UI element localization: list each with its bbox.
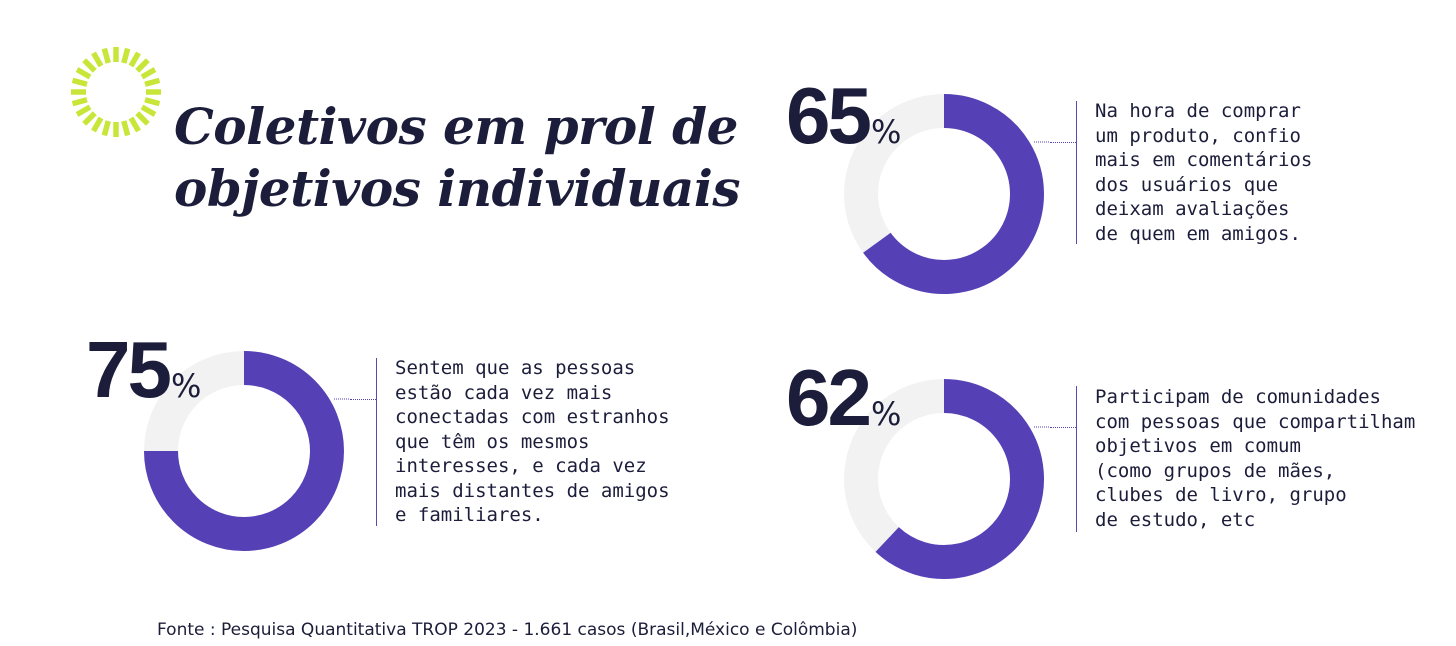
sunburst-ray <box>140 104 157 117</box>
percent-sign: % <box>870 113 902 151</box>
sunburst-ray <box>135 111 150 126</box>
donut-chart-75 <box>144 351 350 551</box>
percentage-value: 75 <box>86 325 172 414</box>
percentage-label-65: 65% <box>786 76 901 156</box>
donut-chart-62 <box>844 379 1050 579</box>
percent-sign: % <box>870 395 902 433</box>
title-line-2: objetivos individuais <box>174 159 740 218</box>
title-line-1: Coletivos em prol de <box>174 97 738 156</box>
leader-line-ext <box>1050 427 1076 428</box>
percent-sign: % <box>170 367 202 405</box>
sunburst-ray <box>144 77 161 87</box>
sunburst-ray <box>128 116 141 133</box>
sunburst-icon <box>71 47 161 137</box>
divider-line <box>376 358 377 526</box>
page-title: Coletivos em prol de objetivos individua… <box>174 96 740 220</box>
sunburst-ray <box>91 51 104 68</box>
description-text-65: Na hora de comprar um produto, confio ma… <box>1095 100 1313 245</box>
source-note: Fonte : Pesquisa Quantitativa TROP 2023 … <box>157 620 858 640</box>
percentage-value: 62 <box>786 353 872 442</box>
divider-line <box>1076 101 1077 244</box>
donut-value-arc <box>144 351 344 551</box>
leader-line-ext <box>350 399 376 400</box>
sunburst-ray <box>128 51 141 68</box>
sunburst-ray <box>135 58 150 73</box>
sunburst-ray <box>101 47 111 64</box>
sunburst-ray <box>140 67 157 80</box>
sunburst-ray <box>82 58 97 73</box>
sunburst-ray <box>121 120 131 137</box>
donut-chart-65 <box>844 94 1050 294</box>
leader-line-ext <box>1050 142 1076 143</box>
sunburst-ray <box>101 120 111 137</box>
donut-value-arc <box>863 94 1044 294</box>
description-text-75: Sentem que as pessoas estão cada vez mai… <box>395 357 670 526</box>
percentage-label-75: 75% <box>86 330 201 410</box>
sunburst-ray <box>91 116 104 133</box>
percentage-label-62: 62% <box>786 358 901 438</box>
sunburst-ray <box>144 97 161 107</box>
donut-value-arc <box>875 379 1044 579</box>
sunburst-ray <box>75 104 92 117</box>
description-text-62: Participam de comunidades com pessoas qu… <box>1095 386 1416 531</box>
sunburst-ray <box>71 77 88 87</box>
divider-line <box>1076 386 1077 532</box>
percentage-value: 65 <box>786 71 872 160</box>
sunburst-ray <box>71 97 88 107</box>
sunburst-ray <box>121 47 131 64</box>
sunburst-ray <box>82 111 97 126</box>
sunburst-ray <box>75 67 92 80</box>
